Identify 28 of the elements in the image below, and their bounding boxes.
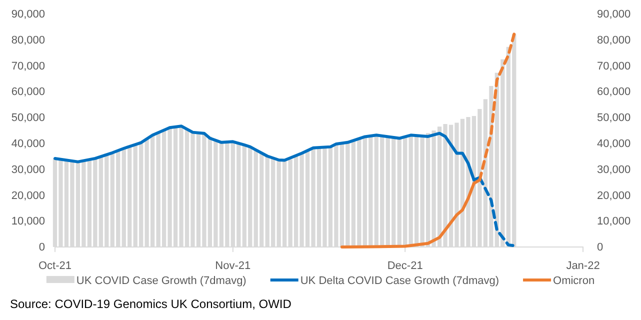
x-tick-label: Jan-22 — [566, 260, 600, 272]
y-tick-label: 50,000 — [11, 112, 45, 124]
y2-tick-label: 40,000 — [597, 138, 631, 150]
source-note: Source: COVID-19 Genomics UK Consortium, OWID — [10, 297, 292, 311]
legend-label: Omicron — [553, 275, 595, 287]
y-tick-label: 10,000 — [11, 216, 45, 228]
y-tick-label: 90,000 — [11, 8, 45, 21]
y2-tick-label: 30,000 — [597, 164, 631, 176]
y2-tick-label: 80,000 — [597, 34, 631, 46]
y-tick-label: 80,000 — [11, 34, 45, 46]
y2-tick-label: 70,000 — [597, 60, 631, 72]
y2-tick-label: 10,000 — [597, 216, 631, 228]
y-tick-label: 40,000 — [11, 138, 45, 150]
y2-tick-label: 50,000 — [597, 112, 631, 124]
x-tick-label: Oct-21 — [38, 260, 72, 272]
y-tick-label: 70,000 — [11, 60, 45, 72]
y2-tick-label: 90,000 — [597, 8, 631, 21]
legend-label: UK COVID Case Growth (7dmavg) — [76, 275, 246, 287]
x-tick-label: Nov-21 — [215, 260, 251, 272]
y-tick-label: 0 — [38, 242, 45, 254]
y2-tick-label: 0 — [597, 242, 604, 254]
y2-tick-label: 20,000 — [597, 190, 631, 202]
y2-tick-label: 60,000 — [597, 86, 631, 98]
x-tick-label: Dec-21 — [387, 260, 423, 272]
y-tick-label: 20,000 — [11, 190, 45, 202]
y-tick-label: 30,000 — [11, 164, 45, 176]
legend-label: UK Delta COVID Case Growth (7dmavg) — [300, 275, 500, 287]
y-tick-label: 60,000 — [11, 86, 45, 98]
